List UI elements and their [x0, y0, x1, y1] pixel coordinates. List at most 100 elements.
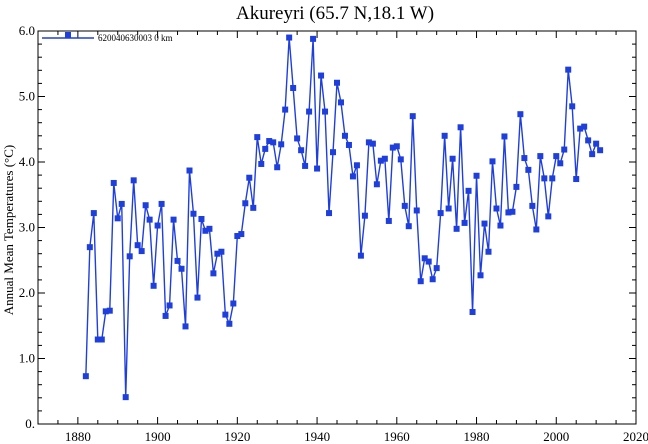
data-point: [485, 248, 492, 255]
data-point: [581, 123, 588, 130]
data-point: [505, 209, 512, 216]
data-point: [437, 210, 444, 217]
data-point: [357, 252, 364, 259]
data-point: [593, 140, 600, 147]
x-tick-label: 1940: [304, 429, 330, 444]
x-tick-label: 2000: [543, 429, 569, 444]
x-tick-label: 2020: [623, 429, 648, 444]
data-point: [174, 257, 181, 264]
data-point: [525, 166, 532, 173]
data-point: [146, 216, 153, 223]
data-point: [158, 200, 165, 207]
data-point: [365, 139, 372, 146]
data-point: [138, 248, 145, 255]
data-point: [369, 140, 376, 147]
data-point: [298, 147, 305, 154]
data-point: [82, 373, 89, 380]
data-point: [345, 141, 352, 148]
data-point: [521, 155, 528, 162]
data-point: [234, 233, 241, 240]
x-tick-label: 1960: [384, 429, 410, 444]
data-point: [501, 133, 508, 140]
data-point: [441, 132, 448, 139]
data-point: [266, 138, 273, 145]
data-point: [545, 213, 552, 220]
data-point: [449, 155, 456, 162]
y-tick-label: 2.0: [19, 285, 35, 300]
data-point: [513, 183, 520, 190]
data-point: [401, 202, 408, 209]
data-point: [569, 103, 576, 110]
data-point: [154, 222, 161, 229]
data-point: [322, 108, 329, 115]
data-point: [242, 200, 249, 207]
data-point: [110, 179, 117, 186]
data-point: [90, 210, 97, 217]
data-point: [377, 157, 384, 164]
data-point: [98, 336, 105, 343]
data-point: [294, 135, 301, 142]
data-point: [349, 173, 356, 180]
data-point: [489, 158, 496, 165]
data-point: [230, 300, 237, 307]
data-point: [341, 132, 348, 139]
legend-marker: [65, 32, 71, 38]
y-tick-label: 0.: [25, 416, 35, 431]
data-point: [282, 106, 289, 113]
data-point: [226, 320, 233, 327]
data-point: [393, 143, 400, 150]
data-point: [473, 172, 480, 179]
legend-label: 620040630003 0 km: [98, 33, 173, 43]
data-point: [553, 153, 560, 160]
data-point: [389, 144, 396, 151]
data-point: [409, 113, 416, 120]
data-point: [274, 164, 281, 171]
y-tick-label: 3.0: [19, 220, 35, 235]
x-tick-label: 1880: [65, 429, 91, 444]
data-point: [589, 151, 596, 158]
data-point: [194, 294, 201, 301]
data-point: [477, 272, 484, 279]
data-point: [142, 202, 149, 209]
data-point: [425, 258, 432, 265]
data-point: [214, 250, 221, 257]
data-point: [102, 308, 109, 315]
data-point: [314, 165, 321, 172]
data-point: [202, 227, 209, 234]
data-point: [246, 174, 253, 181]
data-point: [573, 176, 580, 183]
data-point: [413, 207, 420, 214]
data-point: [453, 225, 460, 232]
data-point: [497, 222, 504, 229]
data-point: [198, 215, 205, 222]
data-point: [150, 282, 157, 289]
data-point: [405, 223, 412, 230]
data-point: [106, 307, 113, 314]
y-axis-label: Annual Mean Temperatures (°C): [1, 145, 16, 315]
data-point: [130, 177, 137, 184]
series-layer: [82, 34, 604, 401]
y-tick-label: 4.0: [19, 154, 35, 169]
data-point: [170, 216, 177, 223]
data-point: [537, 153, 544, 160]
x-tick-label: 1980: [464, 429, 490, 444]
data-point: [210, 270, 217, 277]
data-point: [385, 217, 392, 224]
data-point: [421, 255, 428, 262]
data-point: [206, 225, 213, 232]
data-point: [270, 139, 277, 146]
data-point: [278, 141, 285, 148]
x-tick-label: 1900: [145, 429, 171, 444]
data-point: [445, 205, 452, 212]
data-point: [162, 312, 169, 319]
data-point: [493, 205, 500, 212]
data-point: [561, 146, 568, 153]
data-point: [577, 125, 584, 132]
data-point: [397, 156, 404, 163]
data-point: [417, 278, 424, 285]
data-point: [318, 72, 325, 79]
data-point: [457, 124, 464, 131]
data-point: [517, 111, 524, 118]
data-point: [541, 175, 548, 182]
